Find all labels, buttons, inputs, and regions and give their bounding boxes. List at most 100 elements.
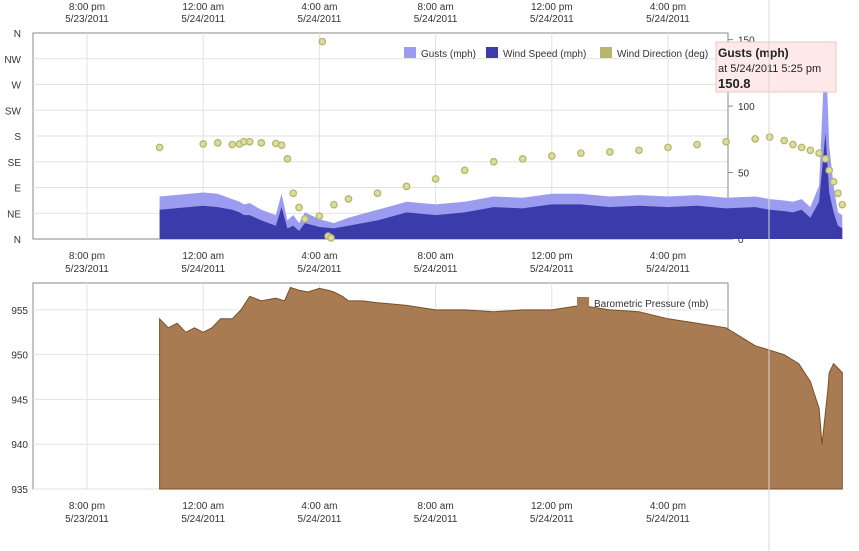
wind-direction-point (277, 141, 286, 150)
direction-tick-label: NE (7, 209, 21, 220)
wind-direction-point (664, 143, 672, 152)
wind-direction-point (518, 155, 527, 163)
wind-direction-point (213, 139, 222, 147)
top-date-tick-label: 5/24/2011 (530, 14, 574, 25)
speed-tick-label: 0 (738, 235, 744, 246)
top-time-tick-label: 12:00 pm (531, 2, 573, 13)
direction-tick-label: SE (8, 158, 22, 169)
wind-direction-point (751, 135, 760, 143)
wind-direction-point (155, 143, 164, 152)
legend-label: Wind Direction (deg) (617, 49, 708, 60)
wind-direction-point (373, 189, 382, 198)
wind-direction-point (257, 139, 266, 147)
pressure-tick-label: 955 (11, 306, 28, 317)
mid-date-tick-label: 5/24/2011 (414, 264, 458, 275)
wind-direction-point (693, 140, 701, 149)
bottom-time-tick-label: 4:00 pm (650, 501, 686, 512)
legend-label: Barometric Pressure (mb) (594, 299, 708, 310)
mid-time-tick-label: 4:00 am (301, 251, 337, 262)
direction-tick-label: SW (5, 106, 22, 117)
wind-direction-point (722, 137, 730, 146)
wind-speed-area (159, 132, 843, 239)
top-time-tick-label: 4:00 pm (650, 2, 686, 13)
pressure-tick-label: 950 (11, 351, 28, 362)
wind-direction-point (289, 189, 298, 198)
wind-direction-point (283, 155, 292, 163)
wind-direction-point (295, 203, 303, 212)
legend-label: Gusts (mph) (421, 49, 476, 60)
wind-direction-point (245, 137, 254, 146)
direction-tick-label: N (14, 29, 21, 40)
pressure-tick-label: 945 (11, 395, 28, 406)
tooltip-series: Gusts (mph) (718, 46, 789, 60)
bottom-date-tick-label: 5/24/2011 (646, 514, 690, 525)
mid-time-tick-label: 12:00 am (182, 251, 224, 262)
wind-direction-point (460, 166, 469, 175)
bottom-time-tick-label: 12:00 am (182, 501, 224, 512)
speed-tick-label: 50 (738, 169, 750, 180)
legend-swatch[interactable] (404, 47, 416, 58)
wind-direction-point (789, 140, 797, 149)
wind-direction-point (344, 195, 353, 203)
wind-direction-point (315, 212, 324, 220)
pressure-tick-label: 935 (11, 485, 28, 496)
legend-swatch[interactable] (486, 47, 498, 58)
direction-tick-label: N (14, 235, 21, 246)
tooltip-value: 150.8 (718, 76, 751, 91)
bottom-date-tick-label: 5/23/2011 (65, 514, 109, 525)
wind-direction-point (318, 37, 327, 46)
top-time-tick-label: 8:00 pm (69, 2, 105, 13)
top-date-tick-label: 5/23/2011 (65, 14, 109, 25)
bottom-date-tick-label: 5/24/2011 (181, 514, 225, 525)
bottom-time-tick-label: 8:00 pm (69, 501, 105, 512)
wind-direction-point (765, 133, 774, 141)
wind-legend: Gusts (mph) Wind Speed (mph) Wind Directio… (404, 47, 708, 60)
mid-date-tick-label: 5/23/2011 (65, 264, 109, 275)
speed-tick-label: 100 (738, 102, 755, 113)
mid-time-tick-label: 12:00 pm (531, 251, 573, 262)
wind-direction-point (635, 146, 643, 155)
wind-direction-point (834, 189, 842, 198)
wind-direction-point (301, 215, 309, 223)
wind-direction-point (838, 200, 847, 209)
wind-direction-point (228, 140, 237, 149)
bottom-date-tick-label: 5/24/2011 (298, 514, 342, 525)
pressure-chart: 935 940 945 950 955 8:00 pm 5/23/2011 12:00 am 5… (11, 282, 843, 525)
wind-direction-point (547, 152, 556, 160)
top-date-tick-label: 5/24/2011 (414, 14, 458, 25)
bottom-date-tick-label: 5/24/2011 (530, 514, 574, 525)
wind-direction-point (797, 143, 806, 152)
bottom-date-tick-label: 5/24/2011 (414, 514, 458, 525)
top-time-tick-label: 4:00 am (301, 2, 337, 13)
direction-tick-label: W (12, 81, 22, 92)
top-date-tick-label: 5/24/2011 (298, 14, 342, 25)
pressure-legend: Barometric Pressure (mb) (577, 297, 708, 310)
wind-direction-point (431, 175, 440, 183)
wind-direction-point (780, 136, 789, 145)
wind-direction-point (402, 182, 411, 191)
mid-time-tick-label: 8:00 am (418, 251, 454, 262)
wind-direction-point (489, 157, 498, 166)
bottom-time-tick-label: 8:00 am (418, 501, 454, 512)
bottom-time-tick-label: 12:00 pm (531, 501, 573, 512)
mid-time-tick-label: 8:00 pm (69, 251, 105, 262)
legend-swatch[interactable] (577, 297, 589, 308)
wind-direction-point (806, 146, 815, 155)
direction-tick-label: S (14, 132, 21, 143)
mid-date-tick-label: 5/24/2011 (298, 264, 342, 275)
top-date-tick-label: 5/24/2011 (646, 14, 690, 25)
wind-direction-point (199, 140, 208, 148)
tooltip-box (715, 41, 837, 93)
mid-date-tick-label: 5/24/2011 (646, 264, 690, 275)
wind-direction-point (606, 148, 614, 156)
wind-direction-point (576, 149, 585, 158)
direction-tick-label: NW (4, 55, 21, 66)
top-date-tick-label: 5/24/2011 (181, 14, 225, 25)
wind-direction-point (815, 149, 823, 158)
mid-time-tick-label: 4:00 pm (650, 251, 686, 262)
legend-swatch[interactable] (600, 47, 612, 58)
pressure-area (159, 286, 843, 490)
